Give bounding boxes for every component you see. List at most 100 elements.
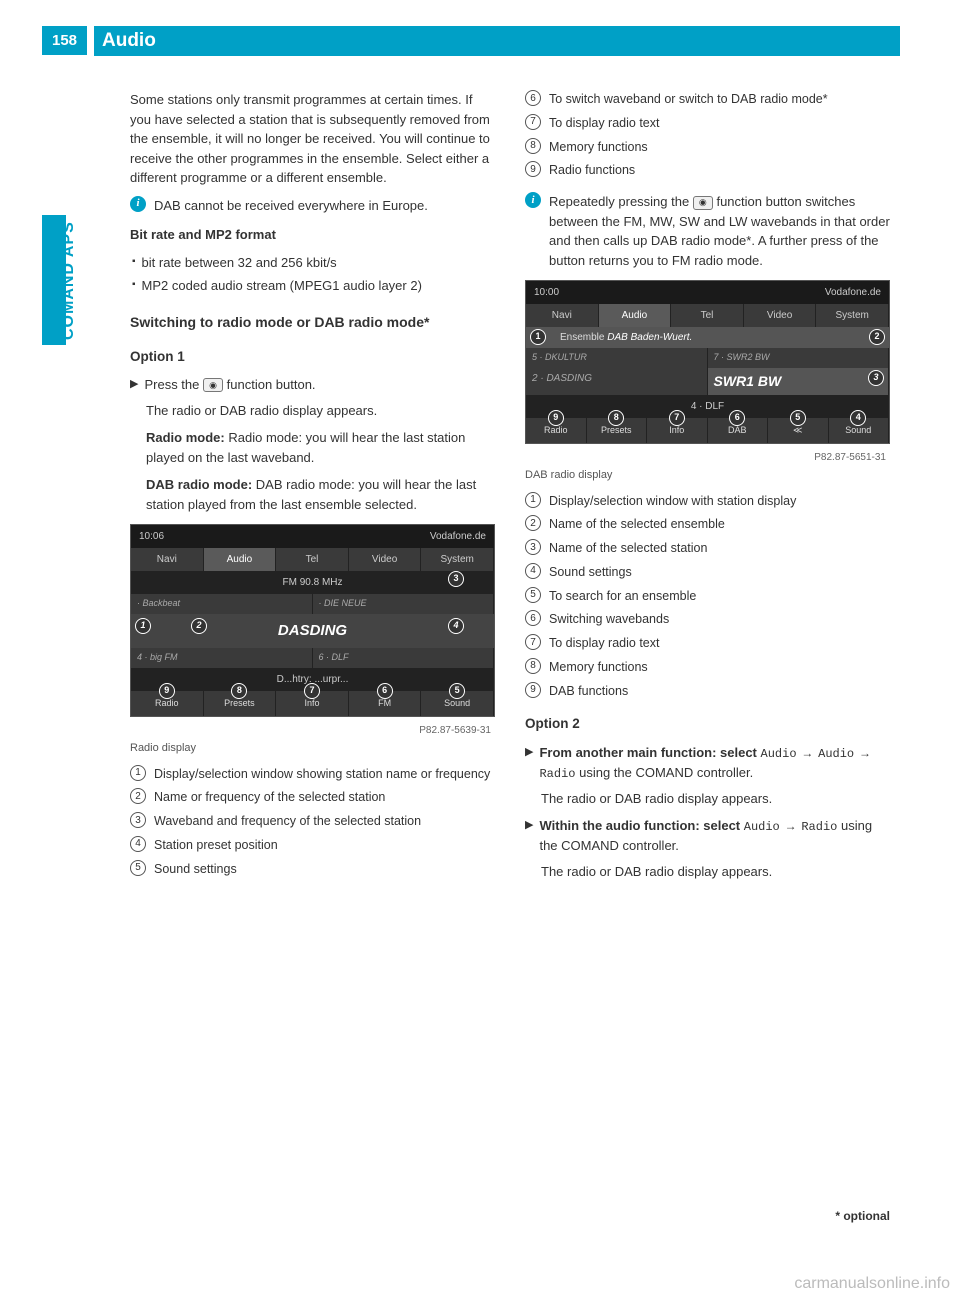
page-number: 158 bbox=[42, 26, 87, 55]
callout-8: 8 bbox=[231, 683, 247, 699]
ss-cell: 4 · big FM bbox=[131, 648, 313, 668]
ss-tab-navi: Navi bbox=[131, 548, 204, 571]
ss-btn-seek: 5≪ bbox=[768, 418, 829, 444]
right-column: 6To switch waveband or switch to DAB rad… bbox=[525, 90, 890, 889]
ss-main-left: 2 · DASDING bbox=[526, 368, 708, 395]
legend-text: Memory functions bbox=[549, 138, 648, 157]
legend-text: Station preset position bbox=[154, 836, 278, 855]
ss-tab-audio: Audio bbox=[599, 304, 672, 327]
opt2-b-text: Within the audio function: select Audio … bbox=[539, 816, 890, 856]
ss1-caption: P82.87-5639-31 bbox=[130, 721, 495, 740]
callout-3: 3 bbox=[448, 571, 464, 587]
option1-heading: Option 1 bbox=[130, 347, 495, 367]
legend-text: Name of the selected station bbox=[549, 539, 707, 558]
legend-num: 9 bbox=[525, 682, 541, 698]
callout-4: 4 bbox=[850, 410, 866, 426]
legend-7: 7To display radio text bbox=[525, 114, 890, 133]
ss-row1: 5 · DKULTUR 7 · SWR2 BW bbox=[526, 348, 889, 368]
legend-text: To search for an ensemble bbox=[549, 587, 696, 606]
watermark: carmanualsonline.info bbox=[794, 1275, 950, 1293]
legend-9: 9Radio functions bbox=[525, 161, 890, 180]
press-pre: Press the bbox=[144, 377, 199, 392]
legend2-3: 3Name of the selected station bbox=[525, 539, 890, 558]
legend2-4: 4Sound settings bbox=[525, 563, 890, 582]
action-press: ▶ Press the ◉ function button. bbox=[130, 375, 495, 395]
ss-main-station: 1 2 DASDING 4 bbox=[131, 614, 494, 649]
opt2b-cmd: Audio → Radio bbox=[744, 820, 838, 834]
ss-main-text: DASDING bbox=[278, 622, 347, 639]
ss-btn-label: Radio bbox=[544, 425, 568, 435]
legend-num: 2 bbox=[525, 515, 541, 531]
info-note-text: DAB cannot be received everywhere in Eur… bbox=[154, 196, 495, 216]
ss-main-text: SWR1 BW bbox=[714, 373, 782, 389]
callout-7: 7 bbox=[669, 410, 685, 426]
legend-text: To display radio text bbox=[549, 114, 659, 133]
ss-row2: 4 · big FM 6 · DLF bbox=[131, 648, 494, 668]
callout-1: 1 bbox=[135, 618, 151, 634]
dab-display-screenshot: 10:00 Vodafone.de Navi Audio Tel Video S… bbox=[525, 280, 890, 444]
ss-btn-sound: 5Sound bbox=[421, 691, 494, 717]
switch-heading: Switching to radio mode or DAB radio mod… bbox=[130, 312, 495, 333]
ss-cell: · Backbeat bbox=[131, 594, 313, 614]
legend-num: 1 bbox=[130, 765, 146, 781]
ss-row1: · Backbeat · DIE NEUE bbox=[131, 594, 494, 614]
callout-6: 6 bbox=[377, 683, 393, 699]
radio-display-screenshot: 10:06 Vodafone.de Navi Audio Tel Video S… bbox=[130, 524, 495, 717]
callout-2: 2 bbox=[191, 618, 207, 634]
legend-text: Radio functions bbox=[549, 161, 635, 180]
legend-text: To display radio text bbox=[549, 634, 659, 653]
ss-tab-video: Video bbox=[744, 304, 817, 327]
legend-num: 5 bbox=[130, 860, 146, 876]
press-post: function button. bbox=[227, 377, 316, 392]
ss-btn-presets: 8Presets bbox=[204, 691, 277, 717]
legend-1: 1 Display/selection window showing statio… bbox=[130, 765, 495, 784]
content-area: Some stations only transmit programmes a… bbox=[130, 90, 890, 889]
ss-btn-label: ≪ bbox=[793, 425, 802, 435]
ss-tab-navi: Navi bbox=[526, 304, 599, 327]
ss-btn-label: FM bbox=[378, 698, 391, 708]
press-result: The radio or DAB radio display appears. bbox=[130, 401, 495, 421]
ss-provider: Vodafone.de bbox=[825, 285, 881, 300]
legend-8: 8 Memory functions bbox=[525, 138, 890, 157]
legend-num: 2 bbox=[130, 788, 146, 804]
intro-text: Some stations only transmit programmes a… bbox=[130, 90, 495, 188]
ss-btn-presets: 8Presets bbox=[587, 418, 648, 444]
ensemble-label: Ensemble bbox=[560, 332, 604, 343]
callout-4: 4 bbox=[448, 618, 464, 634]
legend-num: 8 bbox=[525, 138, 541, 154]
opt2b-pre: Within the audio function: select bbox=[539, 818, 740, 833]
ss-time: 10:06 bbox=[139, 529, 164, 544]
ss-btn-label: Info bbox=[669, 425, 684, 435]
legend-2: 2Name or frequency of the selected stati… bbox=[130, 788, 495, 807]
ss-provider: Vodafone.de bbox=[430, 529, 486, 544]
callout-2: 2 bbox=[869, 329, 885, 345]
legend-num: 8 bbox=[525, 658, 541, 674]
ss-band-text: FM 90.8 MHz bbox=[282, 577, 342, 588]
bullet-text: MP2 coded audio stream (MPEG1 audio laye… bbox=[142, 276, 422, 296]
legend-5: 5Sound settings bbox=[130, 860, 495, 879]
ss-tabs: Navi Audio Tel Video System bbox=[526, 304, 889, 327]
legend-text: Name of the selected ensemble bbox=[549, 515, 725, 534]
ss-btn-radio: 9Radio bbox=[526, 418, 587, 444]
radio-button-icon: ◉ bbox=[693, 196, 713, 210]
info-note-2: i Repeatedly pressing the ◉ function but… bbox=[525, 192, 890, 270]
callout-1: 1 bbox=[530, 329, 546, 345]
ss-btn-label: Sound bbox=[444, 698, 470, 708]
triangle-icon: ▶ bbox=[130, 375, 138, 395]
legend2-1: 1Display/selection window with station d… bbox=[525, 492, 890, 511]
ss-btn-fm: 6FM bbox=[349, 691, 422, 717]
side-label: COMAND APS bbox=[60, 221, 78, 340]
legend-num: 3 bbox=[130, 812, 146, 828]
ss-bottom-bar: 9Radio 8Presets 7Info 6DAB 5≪ 4Sound bbox=[526, 418, 889, 444]
info-note-row: i DAB cannot be received everywhere in E… bbox=[130, 196, 495, 216]
page-header: 158 Audio bbox=[0, 0, 960, 70]
ss-cell: 7 · SWR2 BW bbox=[708, 348, 890, 368]
ensemble-name: DAB Baden-Wuert. bbox=[607, 332, 692, 343]
legend-num: 4 bbox=[130, 836, 146, 852]
legend-text: Display/selection window showing station… bbox=[154, 765, 490, 784]
ss-bottom-bar: 9Radio 8Presets 7Info 6FM 5Sound bbox=[131, 691, 494, 717]
ss-btn-label: Presets bbox=[601, 425, 632, 435]
info-icon: i bbox=[525, 192, 541, 208]
legend-text: To switch waveband or switch to DAB radi… bbox=[549, 90, 828, 109]
ss-btn-info: 7Info bbox=[647, 418, 708, 444]
